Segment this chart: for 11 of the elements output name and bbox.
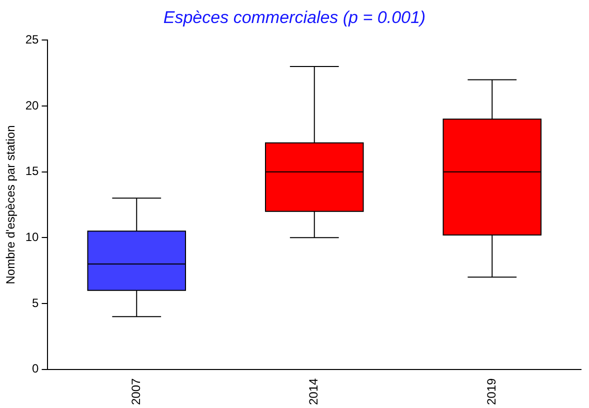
y-axis-title: Nombre d'espèces par station	[4, 125, 18, 284]
x-tick-label: 2019	[484, 378, 498, 406]
y-tick-label: 25	[25, 32, 40, 47]
x-tick-label: 2007	[128, 378, 143, 406]
y-tick-label: 10	[25, 230, 40, 244]
chart-title: Espèces commerciales (p = 0.001)	[162, 8, 427, 28]
y-tick-label: 20	[25, 98, 40, 112]
y-tick-label: 15	[25, 164, 40, 178]
y-tick-label: 0	[32, 362, 40, 376]
x-tick-label: 2014	[306, 378, 321, 406]
y-tick-label: 5	[32, 296, 40, 310]
